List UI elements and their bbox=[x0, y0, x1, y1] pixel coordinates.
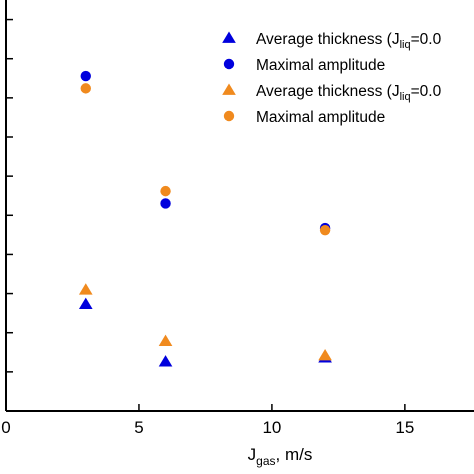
legend: Average thickness (Jliq=0.0 Maximal ampli… bbox=[222, 31, 442, 126]
x-tick-label: 15 bbox=[395, 418, 414, 437]
legend-marker-3 bbox=[222, 83, 236, 95]
data-point-s3-triangle bbox=[158, 334, 173, 347]
data-point-s3-triangle bbox=[318, 349, 332, 361]
data-markers bbox=[78, 70, 332, 367]
legend-marker-2 bbox=[223, 58, 235, 70]
data-point-s1-triangle bbox=[78, 297, 93, 310]
x-axis-title-unit: , m/s bbox=[276, 445, 313, 464]
legend-marker-4 bbox=[223, 110, 235, 122]
data-point-s1-triangle bbox=[158, 355, 173, 367]
legend-marker-1 bbox=[222, 31, 236, 43]
legend-label-1: Average thickness (Jliq=0.0 bbox=[256, 31, 442, 51]
data-point-s2-circle bbox=[160, 198, 171, 209]
x-tick-label: 0 bbox=[1, 418, 10, 437]
data-point-s2-circle bbox=[80, 70, 91, 82]
x-tick-label: 10 bbox=[262, 418, 281, 437]
legend-label-3: Average thickness (Jliq=0.0 bbox=[256, 83, 442, 103]
data-point-s3-triangle bbox=[78, 283, 93, 295]
legend-label-4: Maximal amplitude bbox=[256, 109, 385, 126]
legend-label-2: Maximal amplitude bbox=[256, 57, 385, 74]
axes: 0 5 10 15 bbox=[1, 0, 474, 437]
data-point-s4-circle bbox=[319, 224, 331, 236]
x-tick-label: 5 bbox=[134, 418, 143, 437]
x-axis-title-sub: gas bbox=[256, 454, 275, 468]
x-axis-title-main: J bbox=[248, 445, 257, 464]
x-axis-title: Jgas, m/s bbox=[248, 445, 313, 468]
data-point-s4-circle bbox=[80, 83, 91, 94]
data-point-s4-circle bbox=[160, 185, 171, 197]
